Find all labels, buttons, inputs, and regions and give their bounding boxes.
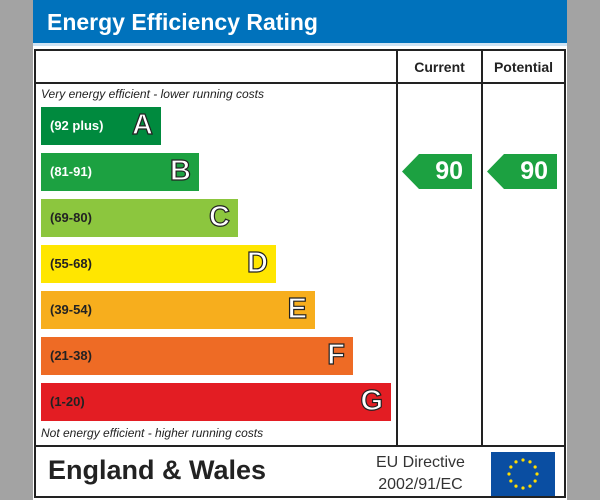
current-rating-value: 90 [435, 157, 463, 185]
region-label: England & Wales [48, 455, 267, 485]
band-range: (39-54) [50, 302, 92, 317]
chart-title: Energy Efficiency Rating [33, 0, 567, 46]
band-b: (81-91) B [41, 153, 199, 191]
band-range: (55-68) [50, 256, 92, 271]
band-f: (21-38) F [41, 337, 353, 375]
divider [396, 51, 398, 447]
band-letter: A [131, 108, 153, 141]
band-range: (81-91) [50, 164, 92, 179]
band-letter: E [287, 292, 308, 325]
epc-chart: Energy Efficiency Rating Current Potenti… [33, 0, 567, 500]
band-range: (1-20) [50, 394, 85, 409]
eu-flag-icon [491, 452, 555, 496]
band-a: (92 plus) A [41, 107, 161, 145]
band-range: (21-38) [50, 348, 92, 363]
band-range: (92 plus) [50, 118, 104, 133]
band-letter: D [246, 246, 268, 279]
band-e: (39-54) E [41, 291, 315, 329]
band-d: (55-68) D [41, 245, 276, 283]
rating-table: Current Potential Very energy efficient … [34, 49, 566, 498]
band-range: (69-80) [50, 210, 92, 225]
column-header-potential: Potential [493, 59, 554, 75]
potential-rating-value: 90 [520, 157, 548, 185]
band-g: (1-20) G [41, 383, 391, 421]
divider [36, 82, 564, 84]
eu-directive: EU Directive 2002/91/EC [376, 452, 465, 496]
directive-line1: EU Directive [376, 454, 465, 471]
current-rating-arrow: 90 [402, 154, 472, 189]
top-note: Very energy efficient - lower running co… [41, 87, 264, 101]
band-letter: C [208, 200, 230, 233]
band-c: (69-80) C [41, 199, 238, 237]
divider [36, 445, 564, 447]
bottom-note: Not energy efficient - higher running co… [41, 426, 264, 440]
potential-rating-arrow: 90 [487, 154, 557, 189]
band-letter: G [360, 384, 384, 417]
band-letter: B [169, 154, 191, 187]
divider [481, 51, 483, 447]
column-header-current: Current [414, 59, 465, 75]
band-letter: F [327, 338, 346, 371]
directive-line2: 2002/91/EC [378, 476, 463, 493]
